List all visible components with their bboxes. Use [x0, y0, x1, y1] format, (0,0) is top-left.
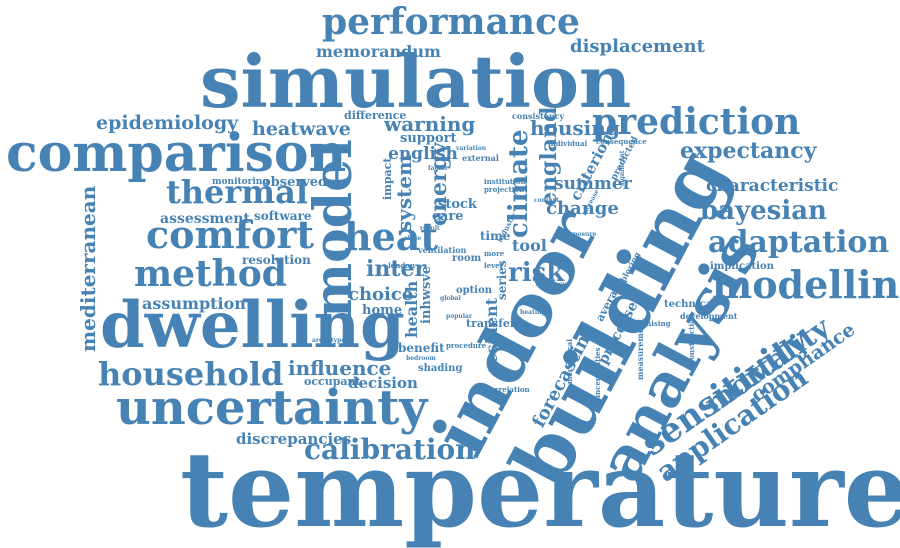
word-consistency: consistency [512, 111, 565, 121]
word-memorandum: memorandum [316, 42, 441, 61]
word-exposure: exposure [566, 231, 597, 238]
word-comfort: comfort [146, 212, 314, 257]
word-individual: individual [548, 139, 588, 148]
word-projection: projection [484, 185, 525, 194]
word-benefit: benefit [398, 341, 445, 355]
word-impact: impact [381, 157, 394, 200]
word-health: health [402, 280, 421, 338]
word-simulation: simulation [200, 39, 632, 124]
word-procedure: procedure [446, 341, 487, 350]
word-home: home [362, 303, 403, 318]
word-technical: technical [664, 299, 716, 310]
word-heatwave: heatwave [252, 118, 351, 140]
word-thermal: thermal [166, 173, 309, 211]
word-development: development [680, 311, 738, 321]
word-assessment: assessment [160, 211, 250, 227]
word-model: model [303, 139, 364, 318]
word-tool: tool [512, 236, 547, 255]
word-room: room [452, 253, 482, 264]
word-difference: difference [344, 109, 407, 122]
word-energy: energy [426, 142, 452, 226]
word-shading: shading [418, 363, 463, 374]
word-bayesian: bayesian [700, 196, 827, 226]
word-global: global [440, 295, 461, 302]
word-characteristic: characteristic [706, 176, 839, 196]
word-mediterranean: mediterranean [76, 185, 100, 352]
word-performance: performance [322, 1, 580, 43]
word-prediction: prediction [592, 101, 801, 143]
word-software: software [254, 209, 312, 223]
word-inter: inter [366, 256, 427, 282]
word-calibration: calibration [304, 433, 476, 466]
word-correlation: correlation [486, 385, 530, 394]
word-monitoring: monitoring [212, 177, 269, 187]
word-england: england [536, 106, 562, 206]
word-care: care [432, 209, 464, 224]
word-result: result [420, 225, 440, 232]
word-ventilation: ventilation [418, 245, 467, 255]
word-heating: heating [520, 309, 546, 316]
word-system: system [392, 154, 416, 232]
word-assumption: assumption [142, 294, 246, 313]
word-factor: factor [428, 165, 449, 172]
word-warning: warning [384, 112, 476, 136]
word-resolution: resolution [242, 253, 311, 267]
word-discrepancies: discrepancies [236, 430, 352, 448]
word-accuracy: accuracy [536, 281, 566, 288]
word-variation: variation [456, 145, 487, 152]
word-displacement: displacement [570, 36, 705, 57]
word-summer: summer [554, 174, 632, 194]
word-institution: institution [484, 177, 526, 186]
word-heat: heat [344, 214, 438, 259]
word-influence: influence [288, 356, 392, 380]
word-more: more [484, 249, 505, 258]
word-expectancy: expectancy [680, 138, 817, 164]
word-english: english [388, 144, 458, 164]
word-option: option [456, 285, 493, 296]
word-minimising: minimising [626, 319, 671, 328]
word-adaptation: adaptation [708, 225, 890, 260]
word-comparison: comparison [6, 123, 347, 184]
word-level: level [484, 261, 503, 270]
word-epidemiology: epidemiology [96, 112, 239, 134]
word-temperature: temperature [180, 428, 900, 548]
word-decision: decision [348, 374, 418, 392]
word-stock: stock [438, 197, 477, 212]
word-risk: risk [508, 258, 565, 288]
word-housing: housing [530, 116, 620, 140]
word-close: close [404, 235, 422, 242]
word-popular: popular [446, 313, 473, 320]
word-modelling: modelling [712, 262, 900, 307]
word-method: method [134, 253, 287, 295]
word-change: change [546, 198, 619, 219]
word-transfer: transfer [466, 317, 516, 330]
word-uncertainty: uncertainty [116, 380, 428, 436]
word-inhwsve: inhwsve [419, 265, 434, 324]
word-implication: implication [710, 261, 774, 272]
word-occupant: occupant [304, 375, 361, 388]
word-external: external [462, 153, 499, 163]
word-context: context [534, 197, 559, 204]
word-observed: observed [262, 175, 328, 190]
word-choice: choice [348, 284, 414, 305]
word-time: time [480, 229, 511, 243]
word-household: household [98, 355, 284, 393]
word-consequence: consequence [596, 137, 647, 146]
word-bedroom: bedroom [406, 355, 436, 362]
word-dwelling: dwelling [100, 288, 405, 363]
word-london: london [388, 261, 416, 270]
word-support: support [400, 131, 457, 146]
word-archetype: archetype [312, 337, 346, 344]
